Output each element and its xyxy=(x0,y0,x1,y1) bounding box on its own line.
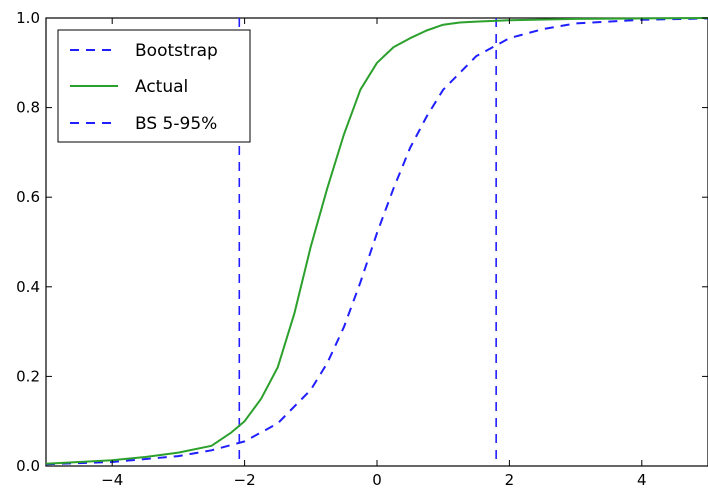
y-tick-label: 0.8 xyxy=(16,99,40,117)
x-tick-label: −2 xyxy=(234,471,256,489)
series-line-actual xyxy=(45,17,708,465)
x-tick-label: 0 xyxy=(372,471,382,489)
x-tick-label: 2 xyxy=(505,471,515,489)
legend-label-bootstrap: Bootstrap xyxy=(135,41,218,61)
y-tick-label: 0.0 xyxy=(16,457,40,475)
y-tick-label: 0.6 xyxy=(16,188,40,206)
y-tick-label: 1.0 xyxy=(16,9,40,27)
x-tick-label: −4 xyxy=(101,471,123,489)
ticks-layer: −4 −2 0 2 4 0.0 0.2 0.4 0.6 0.8 1.0 xyxy=(16,9,708,489)
legend-label-actual: Actual xyxy=(135,77,188,97)
y-tick-label: 0.4 xyxy=(16,278,40,296)
y-tick-label: 0.2 xyxy=(16,367,40,385)
legend-label-bs-5-95: BS 5-95% xyxy=(135,114,217,134)
series-layer xyxy=(45,17,708,466)
legend: Bootstrap Actual BS 5-95% xyxy=(57,29,251,143)
x-tick-label: 4 xyxy=(637,471,647,489)
series-line-bootstrap xyxy=(45,17,708,466)
